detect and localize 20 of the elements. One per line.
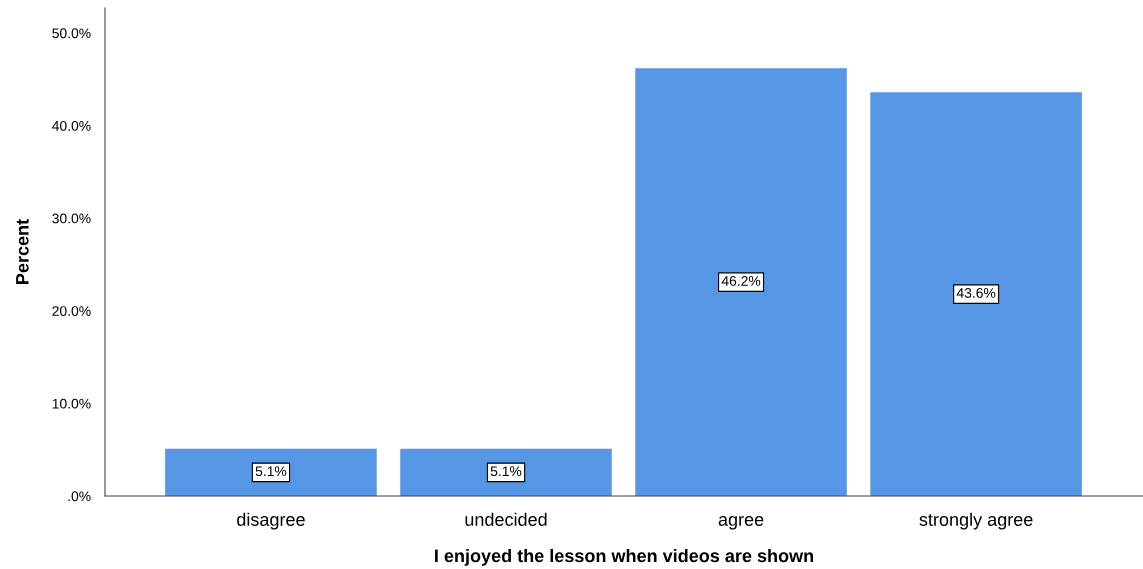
bar [400, 448, 612, 496]
x-axis-title: I enjoyed the lesson when videos are shown [435, 548, 814, 566]
x-tick-label: agree [718, 516, 764, 530]
y-tick-label: .0% [68, 491, 91, 502]
y-tick-label: 40.0% [52, 120, 91, 131]
x-tick-label: undecided [465, 512, 547, 526]
y-axis-title: Percent [16, 219, 29, 284]
bar [165, 448, 377, 496]
bar [870, 92, 1082, 496]
x-tick-label: strongly agree [919, 512, 1033, 530]
y-tick-label: 20.0% [52, 306, 91, 316]
data-label: 5.1% [490, 466, 522, 477]
x-tick-label: disagree [237, 512, 305, 530]
y-tick-label: 50.0% [52, 28, 91, 39]
data-label: 5.1% [255, 466, 287, 477]
bar [635, 68, 847, 496]
y-tick-label: 30.0% [52, 213, 91, 224]
data-label: 43.6% [956, 288, 996, 298]
data-label: 46.2% [721, 275, 761, 286]
y-tick-label: 10.0% [52, 398, 91, 409]
